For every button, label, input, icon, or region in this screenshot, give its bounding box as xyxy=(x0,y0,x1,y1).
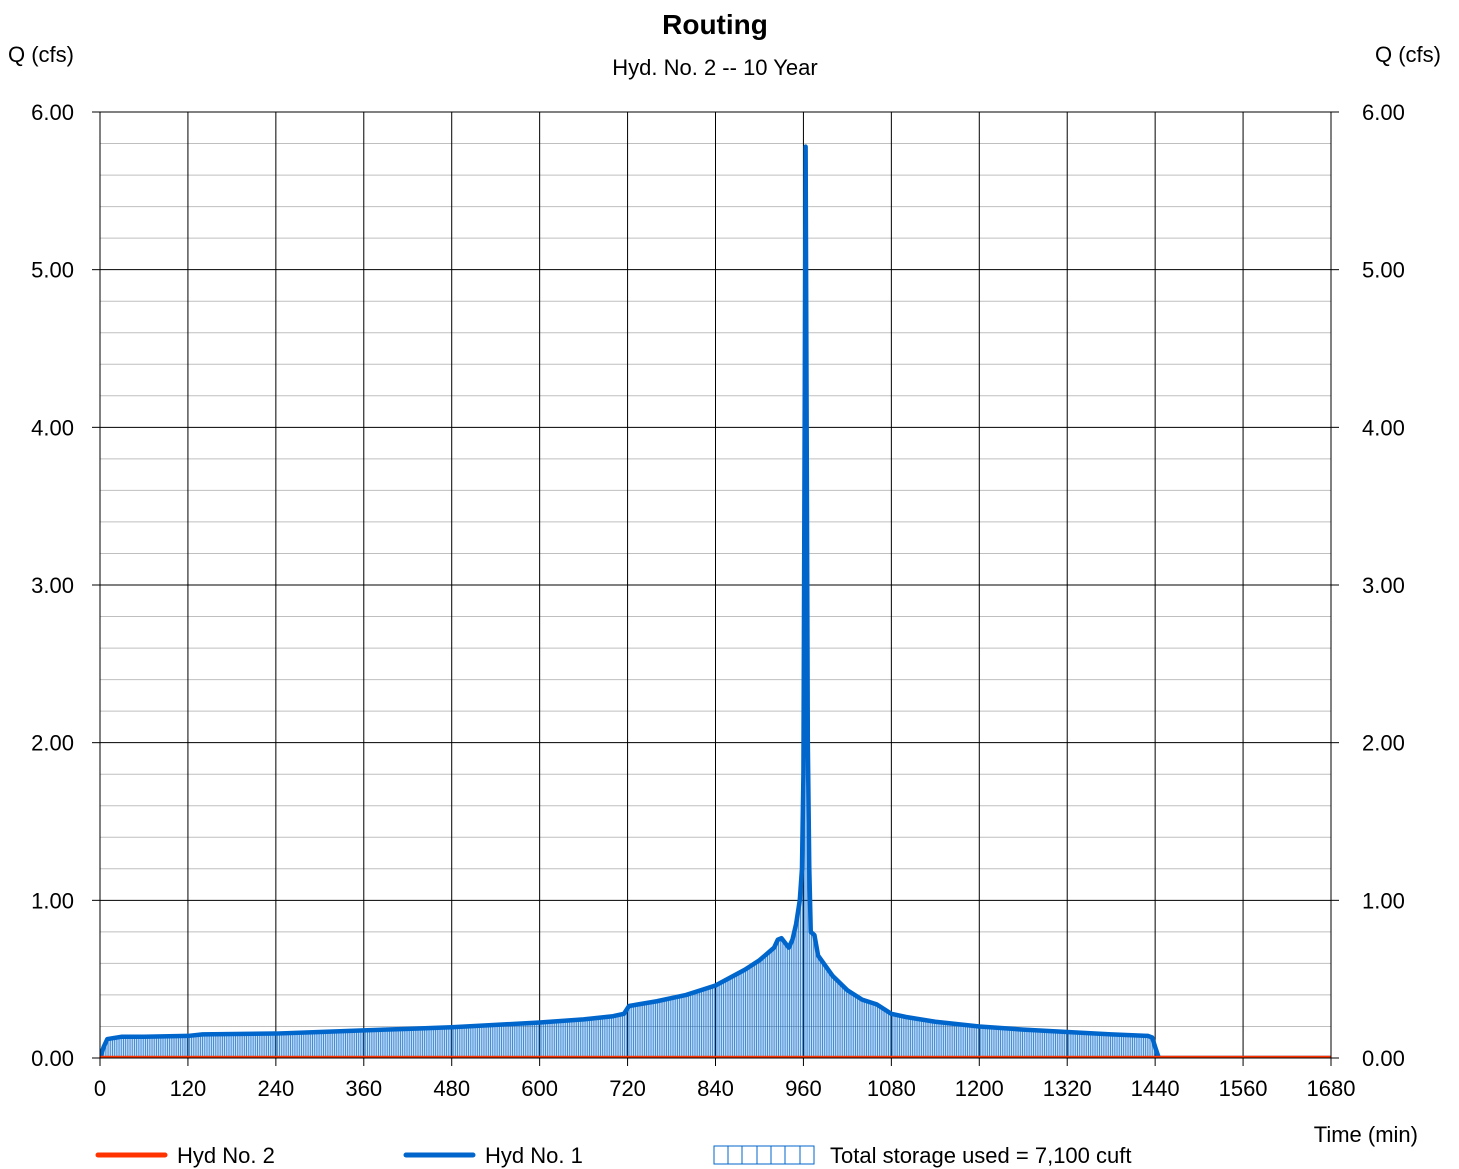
x-tick-label: 1680 xyxy=(1307,1076,1356,1101)
x-tick-label: 1320 xyxy=(1043,1076,1092,1101)
major-gridlines xyxy=(99,111,1332,1059)
y-tick-label-right: 5.00 xyxy=(1362,258,1405,283)
y-tick-label-left: 2.00 xyxy=(31,731,74,756)
x-tick-label: 120 xyxy=(170,1076,207,1101)
storage-fill-area xyxy=(100,146,1331,1058)
y-tick-label-left: 1.00 xyxy=(31,888,74,913)
y-tick-labels-right: 0.00 1.00 2.00 3.00 4.00 5.00 6.00 xyxy=(1331,100,1405,1071)
x-axis-label: Time (min) xyxy=(1314,1122,1418,1147)
x-tick-label: 840 xyxy=(697,1076,734,1101)
chart-title: Routing xyxy=(662,9,768,40)
x-tick-label: 1560 xyxy=(1219,1076,1268,1101)
y-tick-label-left: 5.00 xyxy=(31,258,74,283)
x-tick-label: 480 xyxy=(433,1076,470,1101)
legend-label-hyd1: Hyd No. 1 xyxy=(485,1143,583,1168)
y-tick-label-right: 0.00 xyxy=(1362,1046,1405,1071)
y-tick-label-left: 3.00 xyxy=(31,573,74,598)
y-tick-label-right: 3.00 xyxy=(1362,573,1405,598)
legend-label-hyd2: Hyd No. 2 xyxy=(177,1143,275,1168)
y-axis-label-left: Q (cfs) xyxy=(8,42,74,67)
y-axis-label-right: Q (cfs) xyxy=(1375,42,1441,67)
y-tick-label-right: 1.00 xyxy=(1362,888,1405,913)
x-tick-label: 960 xyxy=(785,1076,822,1101)
x-tick-label: 0 xyxy=(94,1076,106,1101)
x-tick-label: 1200 xyxy=(955,1076,1004,1101)
y-tick-label-left: 6.00 xyxy=(31,100,74,125)
x-tick-label: 1440 xyxy=(1131,1076,1180,1101)
series-line-hyd1 xyxy=(100,144,1331,1058)
x-tick-label: 720 xyxy=(609,1076,646,1101)
y-tick-label-left: 0.00 xyxy=(31,1046,74,1071)
legend-label-storage: Total storage used = 7,100 cuft xyxy=(830,1143,1131,1168)
y-tick-label-right: 6.00 xyxy=(1362,100,1405,125)
x-tick-label: 600 xyxy=(521,1076,558,1101)
series-lines xyxy=(100,144,1331,1058)
x-tick-label: 360 xyxy=(345,1076,382,1101)
x-tick-label: 240 xyxy=(257,1076,294,1101)
y-tick-label-right: 4.00 xyxy=(1362,415,1405,440)
x-tick-label: 1080 xyxy=(867,1076,916,1101)
legend-swatch-storage xyxy=(713,1145,815,1165)
y-tick-labels-left: 0.00 1.00 2.00 3.00 4.00 5.00 6.00 xyxy=(31,100,100,1071)
legend: Hyd No. 2 Hyd No. 1 Total storage used =… xyxy=(95,1143,1131,1168)
chart-subtitle: Hyd. No. 2 -- 10 Year xyxy=(612,55,817,80)
y-tick-label-left: 4.00 xyxy=(31,415,74,440)
y-tick-label-right: 2.00 xyxy=(1362,731,1405,756)
x-tick-labels: 0 120 240 360 480 600 720 840 960 1080 1200 1320 144… xyxy=(94,1058,1356,1101)
